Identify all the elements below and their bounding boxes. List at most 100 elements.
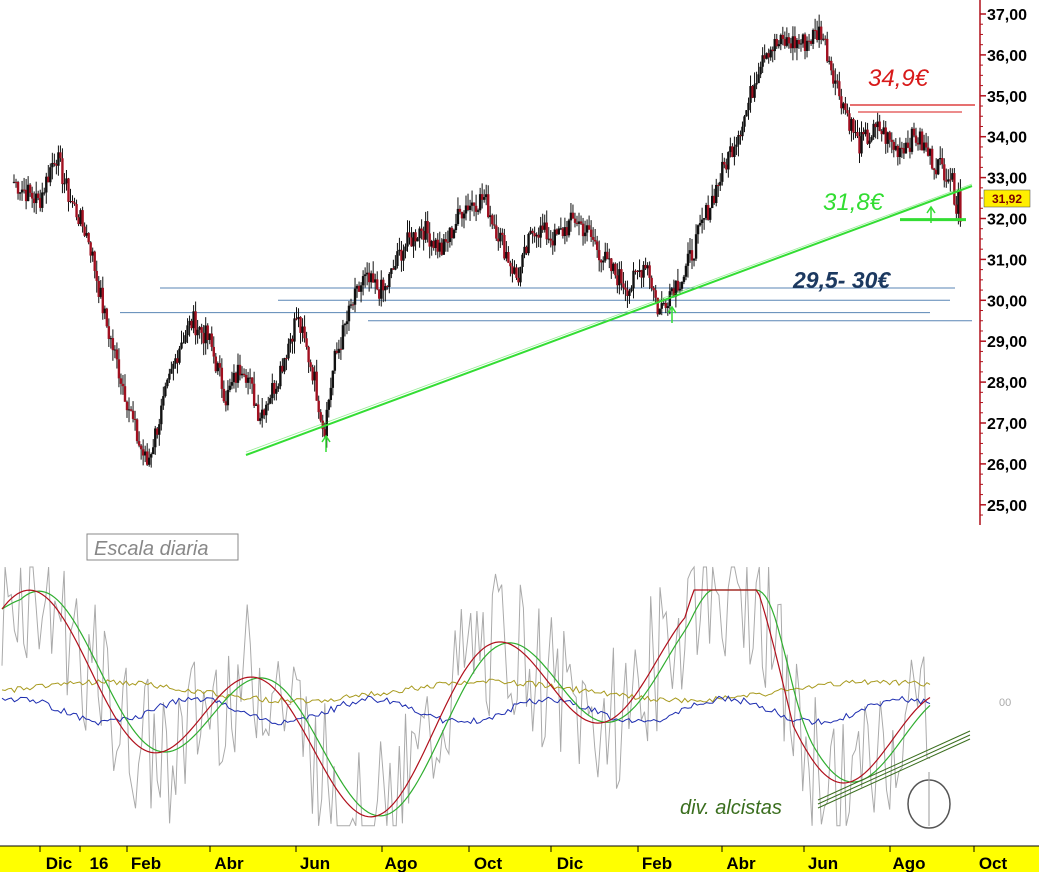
candle-body xyxy=(773,38,776,52)
candle-body xyxy=(117,359,121,379)
candle-body xyxy=(848,113,851,131)
up-arrow-head xyxy=(926,205,936,214)
candle-body xyxy=(723,161,726,165)
candle-body xyxy=(575,222,579,224)
candle-body xyxy=(688,250,692,254)
candle-body xyxy=(862,132,865,135)
candle-body xyxy=(351,304,355,306)
candle-body xyxy=(771,49,774,52)
candle-body xyxy=(755,83,758,85)
candle-body xyxy=(224,401,228,406)
candle-body xyxy=(854,132,857,134)
candle-body xyxy=(622,283,625,288)
candle-body xyxy=(127,409,131,411)
candle-body xyxy=(16,181,20,194)
candle-body xyxy=(91,251,94,256)
candle-body xyxy=(105,308,109,327)
candle-body xyxy=(174,358,177,364)
candle-body xyxy=(99,287,102,297)
candle-body xyxy=(539,225,542,238)
candle-body xyxy=(390,268,393,274)
candle-body xyxy=(545,222,548,240)
x-tick-label: Ago xyxy=(892,854,925,872)
candle-body xyxy=(819,26,823,40)
candle-body xyxy=(384,286,387,291)
candle-body xyxy=(791,36,795,49)
up-arrows xyxy=(321,205,936,452)
candle-body xyxy=(739,135,742,137)
candle-body xyxy=(493,224,496,226)
candle-body xyxy=(535,234,538,237)
candle-body xyxy=(896,145,900,158)
candle-body xyxy=(747,102,750,111)
trendline xyxy=(245,183,973,456)
candle-body xyxy=(75,204,78,218)
candle-body xyxy=(476,210,480,212)
candle-body xyxy=(458,208,462,212)
candle-body xyxy=(710,195,714,209)
candle-body xyxy=(692,258,696,261)
candle-body xyxy=(531,230,534,234)
candle-body xyxy=(206,325,209,340)
candle-body xyxy=(777,44,780,47)
candle-body xyxy=(864,129,867,135)
candle-body xyxy=(646,265,649,269)
candle-body xyxy=(781,34,785,40)
up-arrow-head xyxy=(667,305,677,314)
candle-body xyxy=(495,225,498,239)
candle-body xyxy=(297,316,300,319)
candle-body xyxy=(676,280,680,291)
candle-body xyxy=(69,201,72,203)
candle-body xyxy=(761,55,764,67)
candle-body xyxy=(813,29,817,31)
annotation-support: 31,8€ xyxy=(823,189,885,216)
candle-body xyxy=(563,227,567,237)
y-tick-label: 37,00 xyxy=(987,7,1027,24)
candle-body xyxy=(365,272,369,275)
candle-body xyxy=(283,358,286,372)
candle-body xyxy=(355,285,359,289)
candle-body xyxy=(418,228,421,239)
candle-body xyxy=(832,70,835,84)
candle-body xyxy=(309,362,312,368)
candle-body xyxy=(763,55,766,59)
candle-body xyxy=(285,358,288,360)
candle-body xyxy=(200,327,203,333)
candle-body xyxy=(212,346,215,357)
candle-body xyxy=(809,41,813,44)
candle-body xyxy=(610,258,613,272)
x-tick-label: Dic xyxy=(557,854,583,872)
candle-body xyxy=(273,383,276,394)
candle-body xyxy=(731,146,734,157)
candle-body xyxy=(614,263,617,276)
candle-body xyxy=(696,225,700,235)
y-tick-label: 27,00 xyxy=(987,416,1027,433)
candle-body xyxy=(569,212,573,221)
candle-body xyxy=(63,183,66,185)
candle-body xyxy=(456,208,460,225)
candle-body xyxy=(640,270,643,278)
candle-body xyxy=(666,306,670,308)
candle-body xyxy=(400,249,403,261)
candle-body xyxy=(894,145,898,150)
candle-body xyxy=(210,333,213,347)
candle-body xyxy=(87,233,90,243)
candle-body xyxy=(587,225,591,230)
x-tick-label: Feb xyxy=(131,854,161,872)
candle-body xyxy=(89,242,92,256)
candle-body xyxy=(636,270,639,272)
candle-body xyxy=(700,219,704,223)
candle-body xyxy=(836,80,839,82)
candle-body xyxy=(838,81,841,97)
candle-body xyxy=(898,147,902,158)
candle-body xyxy=(943,164,946,181)
candle-body xyxy=(113,349,117,351)
candle-body xyxy=(953,173,956,205)
candle-body xyxy=(323,429,326,437)
candle-body xyxy=(918,131,922,145)
candle-body xyxy=(256,404,260,421)
candle-body xyxy=(242,373,246,376)
candle-body xyxy=(840,96,843,109)
candle-body xyxy=(190,320,193,329)
candle-body xyxy=(396,251,399,266)
